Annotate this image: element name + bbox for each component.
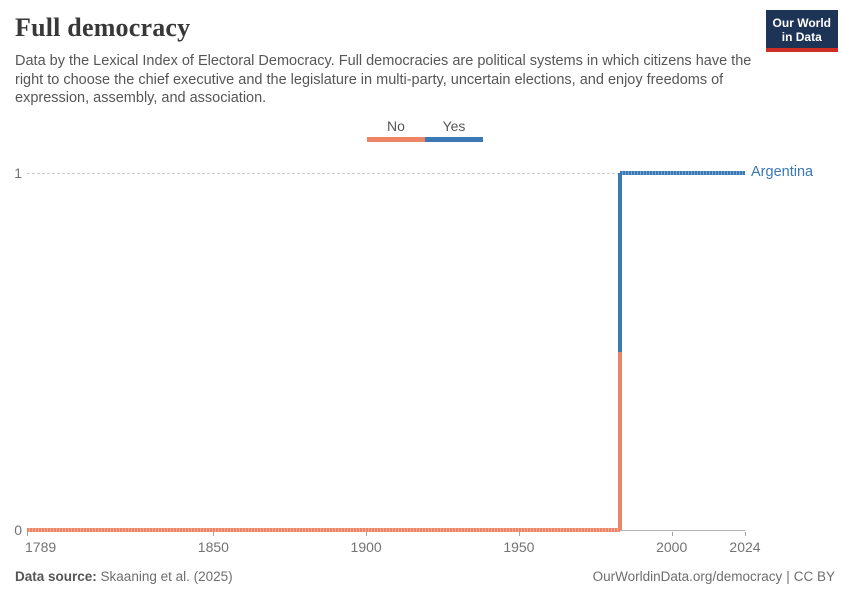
gridline-y1 [27, 173, 745, 174]
data-source-value: Skaaning et al. (2025) [100, 569, 233, 584]
x-tick [671, 532, 673, 536]
legend-swatch [425, 137, 483, 142]
entity-label[interactable]: Argentina [751, 164, 814, 180]
legend: No Yes [367, 118, 483, 142]
footer-license: CC BY [793, 569, 835, 584]
page-subtitle: Data by the Lexical Index of Electoral D… [15, 53, 752, 106]
footer-link[interactable]: OurWorldinData.org/democracy [592, 569, 783, 584]
x-tick [27, 532, 28, 536]
step-line-lower [618, 351, 622, 530]
legend-item-yes[interactable]: Yes [425, 118, 483, 142]
legend-swatch [367, 137, 425, 142]
x-tick [745, 532, 746, 536]
x-tick-label: 1789 [25, 539, 57, 555]
x-tick-label: 2000 [656, 539, 688, 555]
data-source-label: Data source: [15, 569, 97, 584]
owid-logo-line1: Our World [772, 16, 831, 30]
series-line-no [27, 528, 620, 532]
chart-footer: Data source: Skaaning et al. (2025) OurW… [15, 569, 835, 584]
page-title: Full democracy [15, 13, 191, 42]
x-tick-label: 1950 [503, 539, 535, 555]
x-tick-label: 2024 [729, 539, 761, 555]
owid-logo[interactable]: Our World in Data [765, 10, 838, 52]
legend-item-no[interactable]: No [367, 118, 425, 142]
legend-label: No [387, 118, 405, 134]
data-source: Data source: Skaaning et al. (2025) [15, 569, 233, 584]
x-tick [366, 532, 368, 536]
footer-credits: OurWorldinData.org/democracy | CC BY [593, 569, 835, 584]
owid-logo-line2: in Data [781, 30, 822, 44]
legend-label: Yes [442, 118, 466, 134]
y-tick-label: 0 [14, 522, 22, 538]
y-tick-label: 1 [14, 165, 22, 181]
step-line-upper [618, 173, 622, 352]
x-tick [213, 532, 215, 536]
footer-separator: | [786, 569, 790, 584]
x-tick [518, 532, 520, 536]
series-line-yes [619, 171, 745, 175]
x-tick-label: 1900 [350, 539, 382, 555]
x-tick-label: 1850 [197, 539, 229, 555]
